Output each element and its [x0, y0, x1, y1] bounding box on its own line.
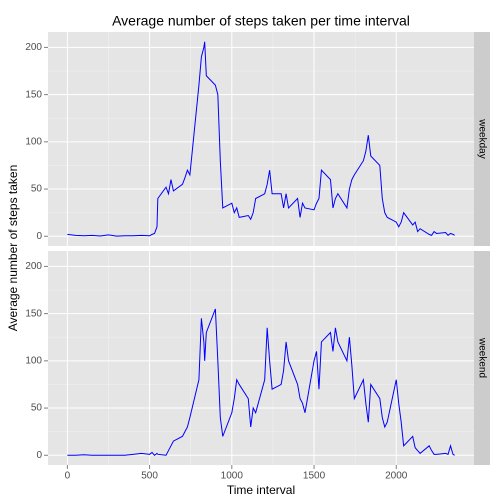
panel-background — [48, 251, 474, 465]
y-tick-label: 50 — [31, 184, 43, 195]
line — [67, 308, 455, 456]
x-axis-label: Time interval — [227, 483, 295, 497]
y-tick-label: 0 — [36, 231, 42, 242]
y-tick-label: 200 — [25, 261, 42, 272]
x-tick-label: 1000 — [221, 471, 244, 482]
y-tick-label: 150 — [25, 308, 42, 319]
y-axis-label: Average number of steps taken — [6, 165, 20, 332]
x-tick-label: 500 — [141, 471, 158, 482]
y-tick-label: 200 — [25, 42, 42, 53]
line — [67, 41, 455, 237]
x-tick-label: 2000 — [385, 471, 408, 482]
strip — [474, 32, 490, 246]
y-tick-label: 150 — [25, 89, 42, 100]
strip — [474, 251, 490, 465]
y-tick-label: 50 — [31, 403, 43, 414]
x-tick-label: 0 — [65, 471, 71, 482]
y-tick-label: 0 — [36, 450, 42, 461]
x-tick-label: 1500 — [303, 471, 326, 482]
panel-background — [48, 32, 474, 246]
chart-title: Average number of steps taken per time i… — [112, 13, 410, 29]
strip-label: weekend — [476, 337, 487, 378]
y-tick-label: 100 — [25, 136, 42, 147]
y-tick-label: 100 — [25, 355, 42, 366]
strip-label: weekday — [476, 118, 487, 158]
